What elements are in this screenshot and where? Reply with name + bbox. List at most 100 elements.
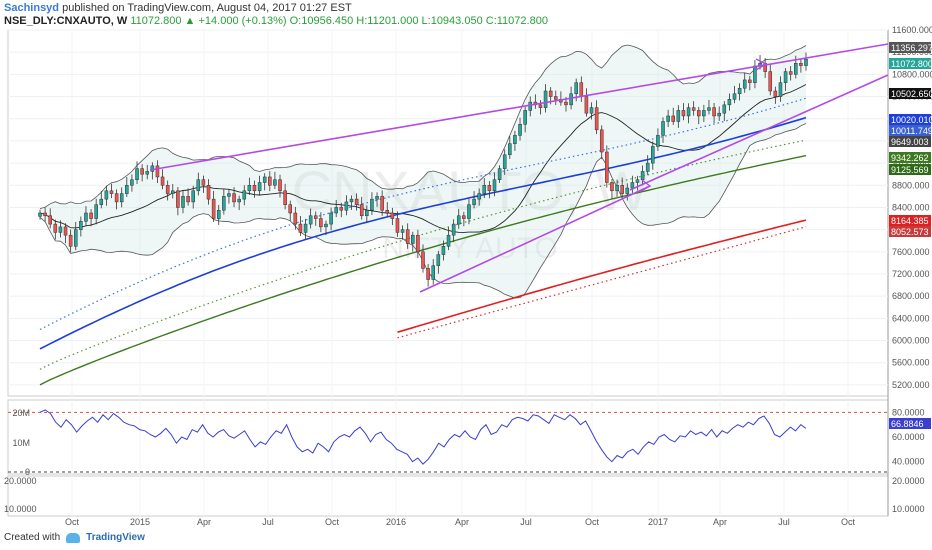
candle-body [472, 198, 476, 205]
candle-body [43, 212, 47, 217]
candle-body [686, 107, 691, 117]
candle-body [216, 209, 221, 219]
candle-body [554, 96, 558, 100]
price-tag [889, 58, 931, 69]
candle-body [477, 193, 481, 200]
candle-body [278, 179, 282, 192]
y-tick-label: 8400.000 [892, 202, 930, 212]
candle-body [737, 87, 742, 95]
y-tick-label: 5600.000 [892, 358, 930, 368]
tradingview-brand-link[interactable]: TradingView [86, 532, 145, 543]
lower-tick-label-left: 10.0000 [4, 504, 37, 514]
candle-body [640, 171, 645, 180]
author-link[interactable]: Sachinsyd [4, 2, 60, 14]
candle-body [681, 110, 686, 117]
price-tag-label: 8052.573 [891, 227, 929, 237]
candle-body [222, 196, 226, 211]
candle-body [630, 182, 635, 189]
price-tag [889, 88, 931, 99]
grid [8, 29, 888, 516]
candle-body [656, 135, 660, 147]
candle-body [651, 146, 655, 164]
candle-body [298, 223, 303, 233]
candle-body [502, 154, 507, 169]
lower-tick-label: 20.0000 [892, 476, 925, 486]
candle-body [783, 71, 788, 83]
candle-body [385, 209, 390, 214]
candle-body [691, 107, 696, 111]
ma-blue-dotted [39, 97, 807, 331]
candle-body [375, 196, 379, 200]
candle-body [416, 234, 420, 253]
y-tick-label: 7600.000 [892, 247, 930, 257]
candle-body [293, 212, 298, 225]
candle-body [308, 215, 313, 225]
candle-body [518, 124, 522, 136]
candle-body [497, 168, 502, 180]
candle-body [589, 107, 594, 114]
candle-body [446, 234, 451, 247]
candle-body [89, 212, 93, 219]
candle-body [99, 198, 104, 205]
candle-body [334, 207, 338, 214]
candle-body [400, 229, 405, 233]
main-pane [38, 43, 888, 386]
ma-blue-line [39, 116, 807, 350]
symbol-label[interactable]: NSE_DLY:CNXAUTO, W [4, 15, 128, 27]
x-tick-label: Oct [585, 517, 600, 527]
x-tick-label: Oct [65, 517, 80, 527]
candle-body [778, 82, 783, 97]
candle-body [431, 265, 435, 280]
candle-body [206, 185, 211, 200]
candle-body [605, 151, 609, 183]
candle-body [467, 204, 471, 219]
price-tag-label: 11356.297 [891, 43, 932, 53]
candle-body [676, 110, 681, 122]
candle-body [140, 168, 144, 175]
x-tick-label: 2016 [386, 517, 406, 527]
volume-tick-label: 0 [25, 467, 30, 477]
candle-body [130, 179, 134, 186]
candle-body [773, 90, 778, 97]
candle-body [421, 251, 425, 269]
candle-body [359, 204, 364, 217]
price-tag-label: 8164.385 [891, 216, 929, 226]
candle-body [579, 82, 584, 97]
candle-body [523, 110, 527, 125]
candle-body [794, 63, 798, 75]
x-tick-label: Oct [325, 517, 340, 527]
candle-body [635, 179, 640, 183]
candle-body [365, 209, 369, 217]
candle-body [94, 204, 98, 219]
candle-body [456, 215, 461, 225]
candle-body [38, 212, 42, 217]
candle-body [262, 176, 267, 183]
ma-red-dotted [397, 226, 807, 339]
candle-body [742, 79, 747, 89]
trendline-lower-2 [629, 74, 888, 191]
candle-body [717, 112, 721, 117]
candle-body [712, 107, 716, 117]
candle-body [753, 65, 757, 83]
candle-body [574, 82, 578, 95]
candle-body [283, 190, 287, 205]
candle-body [186, 196, 190, 203]
price-tag [889, 136, 931, 147]
x-tick-label: 2015 [130, 517, 150, 527]
price-tag-label: 11072.800 [891, 59, 932, 69]
candle-body [620, 185, 624, 194]
lower-tick-label-left: 20.0000 [4, 476, 37, 486]
y-tick-label: 10800.000 [892, 69, 932, 79]
rsi-line [39, 409, 807, 465]
candle-body [114, 193, 119, 203]
candle-body [487, 185, 492, 192]
candle-body [441, 246, 446, 255]
y-tick-label: 5200.000 [892, 380, 930, 390]
candle-body [329, 212, 333, 225]
candle-body [288, 204, 292, 214]
candle-body [324, 223, 328, 228]
price-tag-label: 10502.650 [891, 89, 932, 99]
candle-body [313, 215, 318, 219]
trendline-lower-1 [419, 185, 651, 293]
